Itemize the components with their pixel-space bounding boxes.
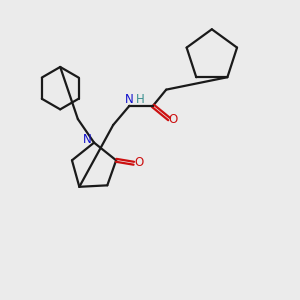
- Text: H: H: [136, 93, 145, 106]
- Text: N: N: [124, 93, 133, 106]
- Text: O: O: [168, 113, 177, 126]
- Text: O: O: [134, 156, 144, 169]
- Text: N: N: [83, 133, 92, 146]
